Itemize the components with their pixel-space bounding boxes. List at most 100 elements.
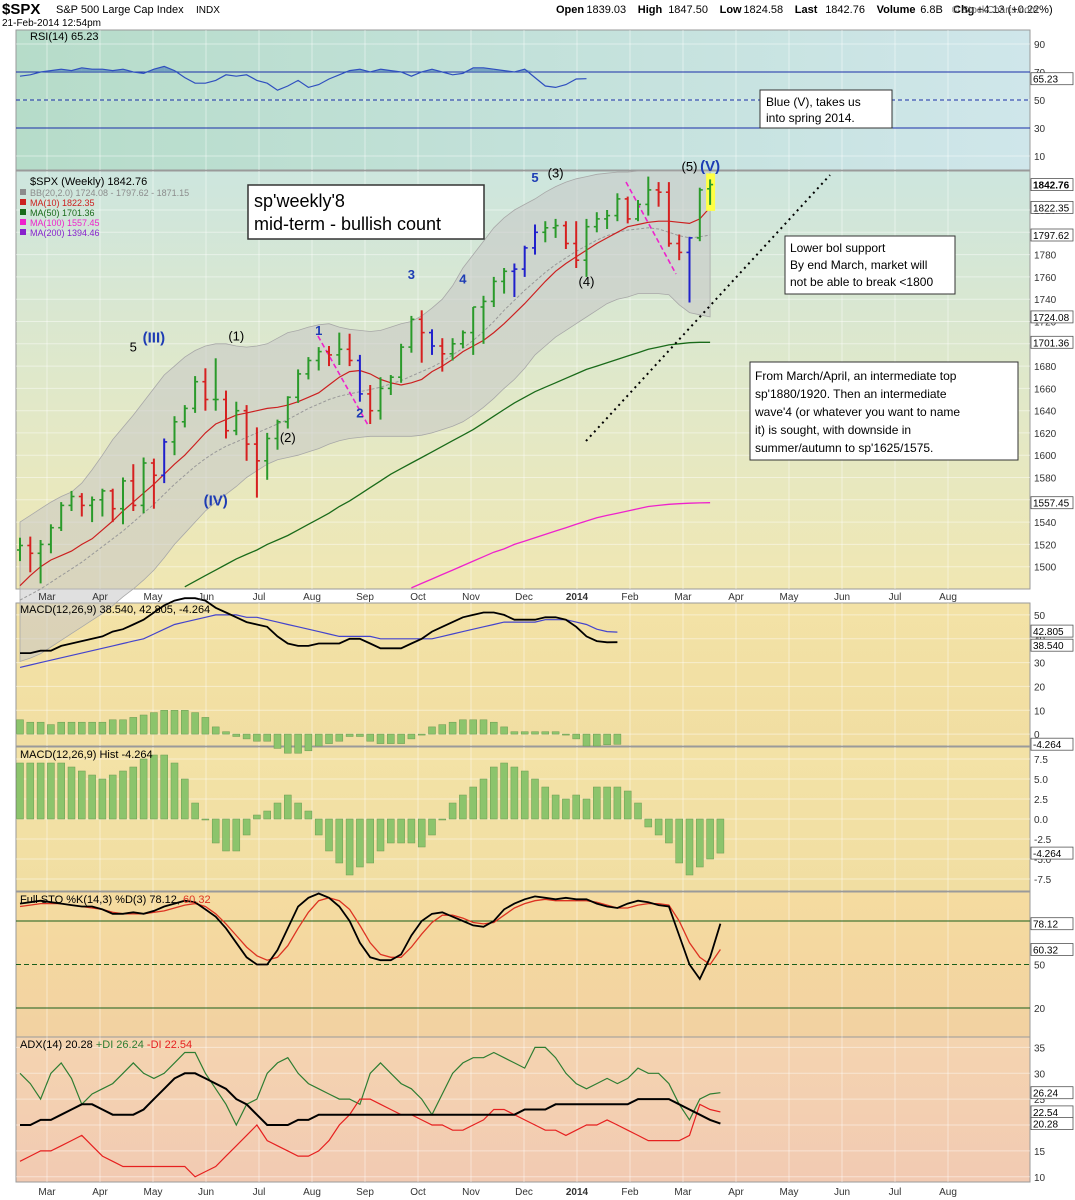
hist-bar bbox=[314, 818, 323, 836]
exchange: INDX bbox=[196, 5, 220, 16]
x-tick-label: Aug bbox=[303, 592, 321, 603]
macd-hist-bar bbox=[469, 719, 477, 735]
hist-bar bbox=[67, 766, 76, 820]
hist-bar bbox=[520, 770, 529, 820]
value-tag: 1842.76 bbox=[1030, 178, 1074, 192]
value-tag: 22.54 bbox=[1030, 1105, 1074, 1119]
legend-swatch bbox=[20, 199, 26, 205]
hist-bar bbox=[211, 818, 220, 844]
value-tag-text: 42.805 bbox=[1033, 627, 1064, 638]
ohlc-bar bbox=[233, 401, 240, 436]
value-tag: 1701.36 bbox=[1030, 335, 1074, 349]
macd-hist-bar bbox=[459, 719, 467, 735]
value-tag: 42.805 bbox=[1030, 624, 1074, 638]
gridlines bbox=[16, 30, 1030, 1182]
hist-bar bbox=[582, 798, 591, 820]
rsi-overbought-fill bbox=[153, 66, 165, 72]
macd-hist-bar bbox=[139, 714, 148, 735]
minus-di-title: -DI 22.54 bbox=[147, 1039, 192, 1051]
macd-hist-bar bbox=[211, 726, 220, 735]
ohlc-bar bbox=[459, 330, 466, 349]
ohlc-bar bbox=[202, 368, 209, 411]
macd-panel bbox=[15, 602, 1031, 747]
ohlc-bar bbox=[439, 338, 446, 372]
macd-hist-bar bbox=[129, 717, 138, 735]
y-tick-label: -5.0 bbox=[1034, 855, 1052, 866]
ohlc-bar bbox=[604, 210, 611, 229]
macd-hist-bar bbox=[181, 710, 189, 735]
minus-di-line bbox=[19, 1098, 721, 1178]
ohlc-bar bbox=[686, 236, 693, 303]
ohlc-bar bbox=[377, 377, 384, 420]
y-tick-label: 15 bbox=[1034, 1147, 1046, 1158]
x-tick-label: Mar bbox=[38, 592, 56, 603]
hist-bar bbox=[160, 754, 168, 820]
value-tag-box bbox=[1030, 178, 1074, 192]
macd-hist-bar bbox=[438, 724, 447, 735]
value-tag: 1724.08 bbox=[1030, 310, 1074, 324]
value-tag-box bbox=[1030, 228, 1074, 242]
y-tick-label: 10 bbox=[1034, 706, 1046, 717]
hist-bar bbox=[191, 802, 199, 820]
ohlc-bar bbox=[130, 464, 137, 511]
adx-line bbox=[20, 1072, 721, 1126]
macd-hist-bar bbox=[613, 733, 622, 745]
value-tag-box bbox=[1030, 917, 1074, 931]
value-tag: 1797.62 bbox=[1030, 228, 1074, 242]
wave-label: (V) bbox=[700, 158, 720, 175]
panel-titles: RSI(14) 65.23 $SPX (Weekly) 1842.76 BB(2… bbox=[20, 31, 211, 1051]
x-tick-label: Mar bbox=[38, 1187, 56, 1198]
ohlc-bar bbox=[449, 338, 456, 361]
value-tag: -4.264 bbox=[1030, 737, 1074, 751]
x-tick-label: Aug bbox=[303, 1187, 321, 1198]
plus-di-line bbox=[19, 1046, 721, 1127]
ohlc-bar bbox=[707, 179, 714, 205]
hist-bar bbox=[407, 818, 416, 844]
ohlc-bar bbox=[583, 218, 590, 277]
y-tick-label: 1540 bbox=[1034, 518, 1057, 529]
value-tag-text: -4.264 bbox=[1033, 740, 1062, 751]
hist-bar bbox=[232, 818, 241, 852]
hist-bar bbox=[150, 754, 158, 820]
ohlc-bar bbox=[593, 212, 600, 233]
quote-label: Last bbox=[795, 4, 818, 16]
ohlc-bar bbox=[295, 369, 302, 403]
y-tick-label: 10 bbox=[1034, 152, 1046, 163]
count-title-line1: sp'weekly'8 bbox=[254, 191, 345, 211]
ohlc-bar bbox=[47, 524, 54, 554]
y-tick-label: 1740 bbox=[1034, 295, 1057, 306]
legend-swatch bbox=[20, 219, 26, 225]
ohlc-bar bbox=[696, 187, 703, 242]
quote-label: Low bbox=[720, 4, 742, 16]
macd-signal-line bbox=[19, 614, 618, 668]
macd-plot bbox=[16, 597, 622, 754]
ohlc-bar bbox=[398, 343, 405, 383]
ohlc-bar bbox=[171, 416, 178, 456]
ohlc-bar bbox=[37, 540, 44, 584]
ohlc-bar bbox=[120, 477, 126, 525]
x-tick-label: Nov bbox=[462, 592, 480, 603]
y-tick-label: -2.5 bbox=[1034, 835, 1052, 846]
macd-hist-bar bbox=[273, 733, 282, 749]
hist-bar bbox=[129, 766, 138, 820]
value-tag-text: 22.54 bbox=[1033, 1108, 1058, 1119]
ohlc-bar bbox=[284, 396, 291, 429]
x-tick-label: Dec bbox=[515, 592, 533, 603]
adx-plot bbox=[19, 1046, 721, 1178]
hist-bar bbox=[222, 818, 230, 852]
hist-bar bbox=[696, 818, 704, 868]
macd-hist-title: MACD(12,26,9) Hist -4.264 bbox=[20, 749, 153, 761]
macd-hist-bar bbox=[582, 733, 591, 747]
value-tag: 60.32 bbox=[1030, 943, 1074, 957]
x-tick-label: Apr bbox=[92, 1187, 108, 1198]
macd-hist-bar bbox=[490, 721, 498, 735]
y-tick-label: 90 bbox=[1034, 40, 1046, 51]
ohlc-bar bbox=[68, 490, 75, 511]
macd-hist-bar bbox=[78, 721, 86, 735]
hist-bar bbox=[170, 762, 179, 820]
x-tick-label: Feb bbox=[621, 592, 639, 603]
ohlc-bar bbox=[521, 245, 528, 277]
macd-hist-bar bbox=[407, 733, 416, 740]
value-tag-text: 20.28 bbox=[1033, 1120, 1058, 1131]
ohlc-bar bbox=[501, 268, 508, 294]
